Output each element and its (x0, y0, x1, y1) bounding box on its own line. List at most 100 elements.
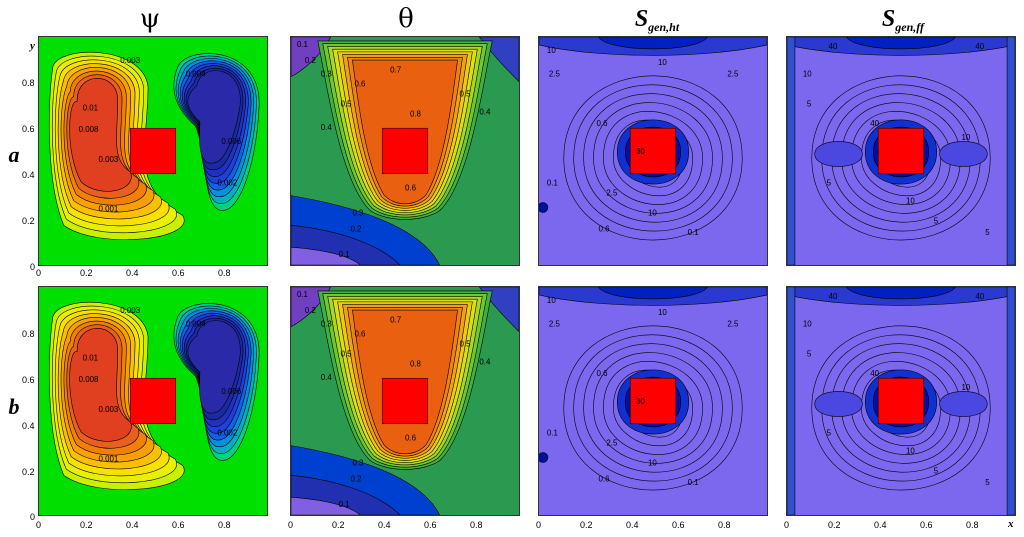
contour-label: 0.4 (479, 107, 491, 116)
contour-label: 10 (803, 320, 812, 329)
y-tick-b-2: 0.4 (22, 421, 35, 431)
x-tick-b-ff-3: 0.6 (920, 520, 933, 530)
heated-block (129, 377, 177, 425)
contour-label: 10 (658, 58, 667, 67)
panel-a-sgen-ff: 40 10 5 40 5 10 40 5 5 10 (786, 36, 1016, 266)
contour-plot-a-psi: 0.003 0.01 0.008 0.003 0.002 0.004 0.006 0.001 (39, 37, 267, 265)
entropy-contour (593, 102, 713, 214)
y-tick-a-0: 0 (30, 262, 36, 272)
right-wall-band (1006, 37, 1015, 265)
x-tick-b-ff-0: 0 (784, 520, 790, 530)
entropy-contour (613, 119, 693, 196)
heated-block (629, 127, 677, 175)
contour-label: 0.6 (354, 330, 366, 339)
contour-label: 0.8 (410, 109, 422, 118)
y-tick-b-3: 0.6 (22, 375, 35, 385)
contour-label: 10 (803, 70, 812, 79)
contour-label: 10 (547, 46, 556, 55)
contour-label: 30 (636, 147, 645, 156)
contour-label: 5 (934, 466, 939, 475)
contour-label: 0.5 (460, 339, 472, 348)
contour-label: 0.002 (217, 179, 237, 188)
contour-label: 0.01 (83, 103, 99, 112)
contour-label: 0.008 (79, 375, 99, 384)
contour-label: 40 (975, 292, 984, 301)
contour-label: 0.3 (321, 70, 333, 79)
y-tick-a-4: 0.8 (22, 78, 35, 88)
y-axis-name: y (30, 40, 35, 52)
x-tick-b-psi-3: 0.6 (172, 520, 185, 530)
title-psi: ψ (139, 4, 161, 34)
streamline-right-cell (187, 320, 241, 414)
x-axis-name: x (1008, 518, 1014, 530)
contour-label: 10 (648, 458, 657, 467)
contour-label: 5 (827, 429, 832, 438)
contour-label: 0.6 (596, 119, 608, 128)
y-tick-a-1: 0.2 (22, 216, 35, 226)
left-wall-band (787, 37, 796, 265)
contour-label: 40 (870, 119, 879, 128)
contour-label: 5 (807, 99, 812, 108)
x-tick-b-ff-1: 0.2 (828, 520, 841, 530)
side-lobe-right (939, 141, 988, 167)
contour-label: 40 (975, 42, 984, 51)
heated-block (129, 127, 177, 175)
contour-plot-b-sgen-ht: 10 2.5 0.6 10 2.5 0.1 10 2.5 0.6 0.1 30 (539, 287, 767, 515)
x-tick-a-psi-4: 0.8 (218, 268, 231, 278)
contour-label: 10 (547, 296, 556, 305)
top-wall-core (846, 37, 956, 50)
contour-label: 0.6 (596, 369, 608, 378)
panel-b-psi: 0.003 0.01 0.008 0.003 0.002 0.004 0.006 0.001 (38, 286, 268, 516)
side-lobe-left (814, 141, 863, 167)
contour-label: 10 (961, 133, 970, 142)
heated-block (381, 377, 429, 425)
contour-label: 5 (827, 179, 832, 188)
contour-label: 0.003 (120, 56, 140, 65)
x-tick-b-psi-0: 0 (36, 520, 42, 530)
contour-label: 0.1 (297, 290, 309, 299)
contour-plot-a-theta: 0.1 0.2 0.3 0.4 0.5 0.6 0.7 0.8 0.6 0.5 0.4 0.2 0.1 0… (291, 37, 519, 265)
contour-label: 10 (906, 447, 915, 456)
heated-block (381, 127, 429, 175)
contour-label: 0.6 (405, 184, 417, 193)
contour-plot-b-theta: 0.1 0.2 0.3 0.4 0.5 0.6 0.7 0.8 0.6 0.5 0.4 0.2 0.1 0… (291, 287, 519, 515)
contour-label: 0.003 (120, 306, 140, 315)
row-label-b: b (8, 394, 20, 419)
contour-label: 2.5 (606, 189, 618, 198)
contour-label: 0.7 (390, 66, 401, 75)
contour-label: 0.1 (547, 179, 559, 188)
contour-label: 0.006 (221, 387, 241, 396)
contour-label: 0.4 (321, 373, 333, 382)
x-tick-b-ff-2: 0.4 (874, 520, 887, 530)
contour-label: 2.5 (727, 70, 739, 79)
contour-label: 0.6 (598, 474, 610, 483)
x-tick-b-psi-4: 0.8 (218, 520, 231, 530)
contour-label: 10 (658, 308, 667, 317)
contour-label: 0.5 (341, 349, 353, 358)
contour-label: 40 (870, 369, 879, 378)
contour-label: 5 (807, 349, 812, 358)
contour-label: 0.4 (321, 123, 333, 132)
x-tick-a-psi-0: 0 (36, 268, 42, 278)
contour-plot-a-sgen-ht: 10 2.5 0.6 10 2.5 0.1 10 2.5 0.6 0.1 30 (539, 37, 767, 265)
contour-label: 0.3 (321, 320, 333, 329)
contour-plot-b-sgen-ff: 40 10 5 40 5 10 40 5 5 10 (787, 287, 1015, 515)
top-wall-core (846, 287, 956, 300)
contour-label: 0.004 (186, 320, 206, 329)
x-tick-b-theta-2: 0.4 (378, 520, 391, 530)
contour-label: 0.6 (354, 80, 366, 89)
contour-label: 0.1 (688, 228, 700, 237)
title-sgen-ht: Sgen,ht (602, 4, 712, 34)
contour-plot-b-psi: 0.003 0.01 0.008 0.003 0.002 0.004 0.006 0.001 (39, 287, 267, 515)
contour-label: 30 (636, 397, 645, 406)
contour-label: 0.002 (217, 429, 237, 438)
contour-label: 0.6 (598, 224, 610, 233)
contour-label: 0.6 (405, 434, 417, 443)
panel-b-sgen-ht: 10 2.5 0.6 10 2.5 0.1 10 2.5 0.6 0.1 30 (538, 286, 768, 516)
contour-plot-a-sgen-ff: 40 10 5 40 5 10 40 5 5 10 (787, 37, 1015, 265)
x-tick-b-ht-1: 0.2 (580, 520, 593, 530)
entropy-contour (613, 369, 693, 446)
wall-hotspot (539, 452, 549, 463)
contour-label: 5 (985, 478, 990, 487)
